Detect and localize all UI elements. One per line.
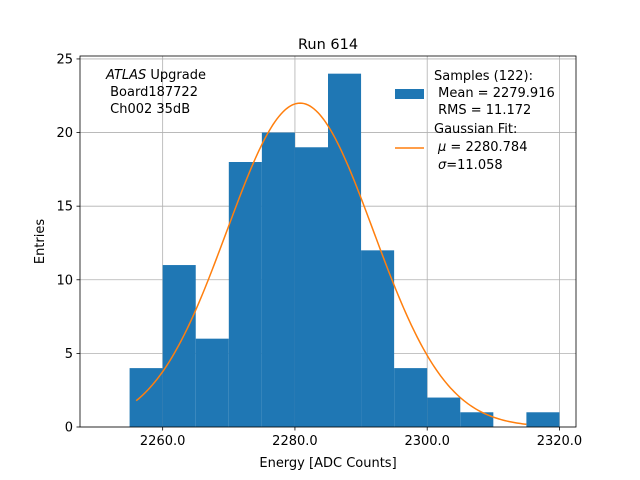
x-tick-label-0: 2260.0 (140, 434, 186, 449)
legend-mu: μ = 2280.784 (437, 140, 527, 155)
legend: Samples (122): Mean = 2279.916 RMS = 11.… (395, 69, 555, 173)
annotation-board: Board187722 (106, 85, 198, 100)
histogram-bars (129, 73, 560, 428)
histogram-bar-4 (261, 132, 295, 428)
sigma-value: =11.058 (446, 158, 502, 173)
histogram-bar-0 (129, 368, 163, 427)
y-axis-label: Entries (33, 219, 48, 265)
histogram-bar-12 (526, 412, 560, 427)
plot-frame (79, 55, 577, 428)
x-tick-label-2: 2300.0 (404, 434, 450, 449)
legend-gauss-title: Gaussian Fit: (434, 122, 517, 137)
histogram-bar-7 (361, 250, 395, 427)
histogram-bar-5 (294, 147, 328, 427)
mu-value: = 2280.784 (446, 140, 527, 155)
y-tick-label-5: 25 (56, 52, 73, 67)
y-tick-label-4: 20 (56, 126, 73, 141)
x-axis-label: Energy [ADC Counts] (259, 456, 396, 471)
histogram-bar-10 (460, 412, 494, 427)
histogram-bar-9 (427, 397, 461, 427)
annotation-line-1: ATLAS Upgrade (105, 68, 206, 83)
x-tick-label-1: 2280.0 (272, 434, 318, 449)
upgrade-label: Upgrade (146, 68, 206, 83)
legend-histogram-swatch (395, 89, 424, 99)
y-tick-label-3: 15 (56, 200, 73, 215)
mu-symbol: μ (437, 140, 446, 155)
histogram-bar-6 (328, 73, 362, 428)
legend-samples-title: Samples (122): (434, 69, 533, 84)
x-axis-ticks: 2260.0 2280.0 2300.0 2320.0 (140, 427, 582, 449)
y-axis-ticks: 0 5 10 15 20 25 (56, 52, 80, 436)
histogram-bar-8 (394, 368, 428, 427)
legend-sigma: σ=11.058 (438, 158, 503, 173)
atlas-label: ATLAS (105, 68, 146, 83)
y-tick-label-2: 10 (56, 273, 73, 288)
histogram-bar-3 (228, 162, 262, 427)
y-tick-label-1: 5 (65, 347, 73, 362)
x-tick-label-3: 2320.0 (537, 434, 583, 449)
sigma-symbol: σ (438, 158, 447, 173)
atlas-annotation: ATLAS Upgrade Board187722 Ch002 35dB (105, 68, 206, 117)
histogram-bar-2 (195, 338, 229, 427)
chart-title: Run 614 (298, 37, 358, 53)
gaussian-fit-curve (135, 102, 527, 426)
legend-rms: RMS = 11.172 (434, 103, 531, 118)
histogram-bar-1 (162, 265, 196, 427)
legend-mean: Mean = 2279.916 (434, 86, 555, 101)
annotation-channel: Ch002 35dB (106, 102, 190, 117)
y-tick-label-0: 0 (65, 421, 73, 436)
